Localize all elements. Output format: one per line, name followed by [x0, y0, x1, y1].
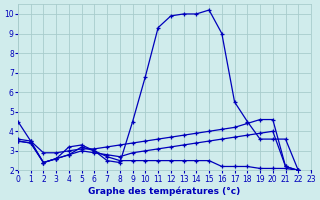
X-axis label: Graphe des températures (°c): Graphe des températures (°c) [88, 186, 241, 196]
